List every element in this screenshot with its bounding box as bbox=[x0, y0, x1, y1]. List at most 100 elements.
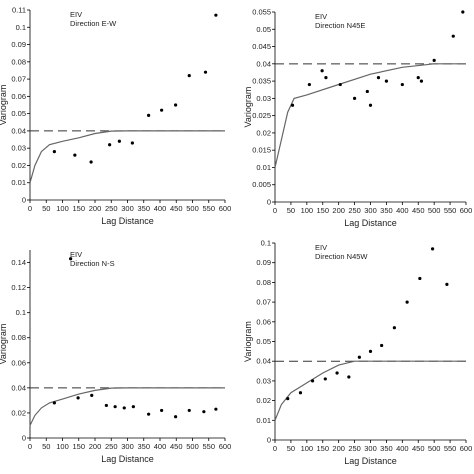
data-point bbox=[147, 412, 151, 416]
data-point bbox=[376, 76, 381, 80]
data-point bbox=[52, 150, 56, 154]
x-tick-label: 100 bbox=[56, 204, 69, 213]
x-tick-label: 250 bbox=[348, 444, 361, 453]
data-point bbox=[160, 408, 164, 413]
data-point bbox=[160, 108, 164, 112]
chart-panel-3: 0 0.01 0.02 0.03 0.04 0.05 0.06 0.07 0.08 0.09 0.1… bbox=[243, 239, 472, 467]
y-tick-label: 0.02 bbox=[11, 408, 26, 417]
panel-label: Direction N45E bbox=[315, 21, 365, 30]
panel-label: EIV bbox=[315, 12, 327, 21]
panel-label: Direction N45W bbox=[315, 252, 368, 261]
y-axis-title: Variogram bbox=[243, 87, 253, 128]
data-point bbox=[52, 401, 56, 405]
y-tick-label: 0 bbox=[22, 196, 26, 205]
model-curve bbox=[274, 360, 466, 421]
x-tick-label: 400 bbox=[154, 204, 167, 213]
x-tick-label: 200 bbox=[89, 442, 102, 451]
y-tick-label: 0 bbox=[267, 436, 271, 445]
data-point bbox=[323, 377, 327, 381]
data-point bbox=[400, 82, 404, 87]
y-tick-label: 0.02 bbox=[256, 128, 271, 137]
x-tick-label: 500 bbox=[428, 444, 441, 453]
y-tick-label: 0.01 bbox=[11, 178, 26, 187]
x-tick-label: 0 bbox=[28, 204, 32, 213]
y-tick-label: 0.08 bbox=[11, 333, 26, 342]
data-point bbox=[430, 247, 435, 251]
x-tick-label: 50 bbox=[287, 206, 295, 215]
data-point bbox=[405, 300, 409, 304]
data-point bbox=[432, 58, 436, 62]
y-tick-label: 0.015 bbox=[252, 146, 271, 155]
model-curve bbox=[274, 63, 466, 168]
x-tick-label: 600 bbox=[219, 442, 232, 451]
y-axis-title: Variogram bbox=[0, 85, 8, 126]
data-point bbox=[380, 343, 384, 348]
data-point bbox=[310, 379, 315, 383]
y-tick-label: 0.03 bbox=[11, 144, 26, 153]
x-tick-label: 350 bbox=[380, 206, 393, 215]
chart-panel-0: 0 0.01 0.02 0.03 0.04 0.05 0.06 0.07 0.08 0.09 0.1… bbox=[0, 6, 231, 227]
data-point bbox=[90, 393, 94, 397]
data-point bbox=[76, 396, 80, 400]
y-tick-label: 0.03 bbox=[256, 94, 271, 103]
data-point bbox=[338, 82, 342, 87]
data-point bbox=[131, 405, 135, 409]
x-tick-label: 250 bbox=[105, 442, 118, 451]
x-tick-label: 300 bbox=[121, 204, 134, 213]
x-tick-label: 350 bbox=[137, 442, 150, 451]
x-tick-label: 400 bbox=[396, 206, 409, 215]
data-point bbox=[307, 82, 311, 87]
data-point bbox=[320, 69, 324, 73]
y-tick-label: 0.045 bbox=[252, 42, 271, 51]
x-tick-label: 550 bbox=[202, 204, 215, 213]
x-tick-label: 150 bbox=[72, 204, 85, 213]
x-tick-label: 50 bbox=[42, 204, 50, 213]
x-tick-label: 50 bbox=[287, 444, 295, 453]
x-tick-label: 100 bbox=[56, 442, 69, 451]
x-tick-label: 100 bbox=[301, 444, 314, 453]
data-point bbox=[286, 397, 290, 401]
y-tick-label: 0.05 bbox=[256, 337, 271, 346]
y-tick-label: 0.04 bbox=[11, 383, 26, 392]
x-tick-label: 200 bbox=[89, 204, 102, 213]
x-tick-label: 0 bbox=[273, 206, 277, 215]
y-axis-title: Variogram bbox=[0, 324, 8, 365]
panel-label: EIV bbox=[70, 250, 82, 259]
data-point bbox=[113, 405, 117, 409]
x-tick-label: 50 bbox=[42, 442, 50, 451]
x-tick-label: 250 bbox=[348, 206, 361, 215]
y-tick-label: 0.05 bbox=[11, 109, 26, 118]
y-tick-label: 0.04 bbox=[256, 357, 271, 366]
x-tick-label: 0 bbox=[28, 442, 32, 451]
data-point bbox=[122, 406, 126, 410]
x-tick-label: 100 bbox=[301, 206, 314, 215]
data-point bbox=[461, 10, 465, 14]
y-tick-label: 0.05 bbox=[256, 25, 271, 34]
data-point bbox=[174, 415, 178, 419]
x-tick-label: 600 bbox=[460, 206, 473, 215]
data-point bbox=[419, 79, 424, 83]
x-tick-label: 200 bbox=[332, 206, 345, 215]
x-tick-label: 150 bbox=[316, 444, 329, 453]
y-tick-label: 0.03 bbox=[256, 376, 271, 385]
y-tick-label: 0.02 bbox=[11, 161, 26, 170]
data-point bbox=[89, 160, 93, 164]
data-point bbox=[214, 13, 218, 17]
data-point bbox=[202, 410, 206, 414]
y-tick-label: 0.06 bbox=[11, 92, 26, 101]
x-tick-label: 450 bbox=[170, 204, 183, 213]
y-tick-label: 0.06 bbox=[256, 317, 271, 326]
data-point bbox=[174, 103, 178, 107]
data-point bbox=[368, 103, 373, 107]
y-tick-label: 0 bbox=[267, 198, 271, 207]
y-tick-label: 0.1 bbox=[16, 23, 26, 32]
model-curve bbox=[29, 130, 225, 183]
y-tick-label: 0.025 bbox=[252, 111, 271, 120]
data-point bbox=[451, 34, 455, 38]
y-tick-label: 0.11 bbox=[12, 6, 26, 15]
x-axis-title: Lag Distance bbox=[101, 454, 154, 464]
x-tick-label: 550 bbox=[444, 444, 457, 453]
x-tick-label: 550 bbox=[444, 206, 457, 215]
x-axis-title: Lag Distance bbox=[344, 218, 397, 228]
x-tick-label: 150 bbox=[72, 442, 85, 451]
